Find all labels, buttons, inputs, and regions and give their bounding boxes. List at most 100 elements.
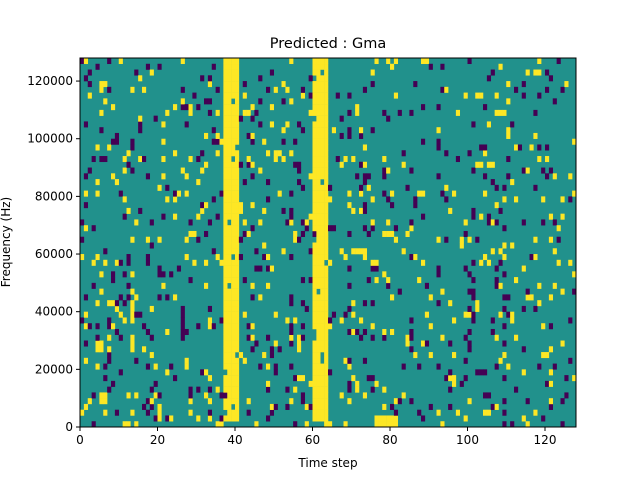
heatmap-cell-high	[572, 190, 577, 197]
heatmap-cell-high	[165, 109, 170, 116]
heatmap-cell-low	[83, 294, 89, 301]
heatmap-cell-low	[258, 363, 263, 370]
heatmap-cell-high	[231, 207, 236, 214]
heatmap-cell-low	[486, 392, 492, 399]
heatmap-cell-high	[231, 138, 236, 145]
heatmap-cell-low	[560, 86, 565, 93]
heatmap-cell-high	[266, 363, 271, 370]
heatmap-cell-low	[258, 75, 263, 82]
heatmap-cell-high	[312, 254, 317, 261]
heatmap-cell-high	[80, 409, 85, 416]
heatmap-cell-high	[130, 300, 135, 307]
heatmap-cell-low	[142, 323, 147, 330]
heatmap-cell-high	[320, 92, 325, 99]
heatmap-cell-high	[196, 415, 201, 422]
heatmap-cell-high	[467, 236, 472, 243]
heatmap-cell-high	[316, 92, 321, 99]
heatmap-cell-high	[281, 127, 286, 134]
heatmap-cell-low	[506, 294, 511, 301]
heatmap-cell-high	[235, 138, 240, 145]
heatmap-cell-high	[324, 75, 329, 82]
heatmap-cell-high	[312, 398, 317, 405]
heatmap-cell-low	[300, 184, 306, 191]
heatmap-cell-high	[525, 167, 530, 174]
heatmap-cell-low	[475, 236, 480, 243]
heatmap-cell-high	[320, 150, 325, 157]
heatmap-cell-high	[320, 311, 325, 318]
heatmap-cell-high	[320, 104, 325, 111]
chart-title: Predicted : Gma	[270, 36, 386, 52]
heatmap-cell-low	[390, 403, 395, 410]
heatmap-cell-low	[207, 109, 213, 116]
heatmap-cell-low	[556, 58, 561, 65]
heatmap-cell-high	[328, 323, 333, 330]
heatmap-cell-low	[289, 254, 294, 261]
heatmap-cell-low	[266, 334, 271, 341]
heatmap-cell-high	[227, 294, 232, 301]
heatmap-cell-high	[107, 346, 112, 353]
heatmap-cell-low	[207, 75, 213, 82]
heatmap-cell-high	[235, 317, 240, 324]
heatmap-cell-low	[169, 363, 174, 370]
heatmap-cell-high	[548, 346, 554, 353]
heatmap-cell-high	[556, 225, 561, 232]
heatmap-cell-high	[343, 254, 348, 261]
heatmap-cell-high	[316, 294, 321, 301]
heatmap-cell-low	[436, 173, 441, 180]
heatmap-cell-high	[227, 63, 232, 70]
heatmap-cell-low	[362, 173, 368, 180]
heatmap-cell-high	[343, 156, 348, 163]
heatmap-cell-low	[250, 294, 255, 301]
heatmap-cell-high	[393, 92, 399, 99]
heatmap-cell-high	[312, 104, 317, 111]
heatmap-cell-high	[374, 421, 379, 428]
heatmap-cell-high	[223, 386, 228, 393]
heatmap-cell-low	[409, 167, 414, 174]
heatmap-cell-high	[324, 334, 329, 341]
heatmap-cell-high	[227, 340, 232, 347]
heatmap-cell-high	[316, 225, 321, 232]
heatmap-cell-low	[471, 311, 476, 318]
heatmap-cell-high	[436, 409, 441, 416]
heatmap-cell-high	[312, 86, 317, 93]
heatmap-cell-high	[324, 202, 329, 209]
heatmap-cell-low	[467, 150, 472, 157]
heatmap-cell-high	[475, 305, 480, 312]
heatmap-cell-high	[548, 369, 554, 376]
heatmap-cell-low	[308, 403, 313, 410]
heatmap-cell-high	[223, 357, 228, 364]
heatmap-cell-high	[80, 254, 85, 261]
heatmap-cell-high	[498, 109, 503, 116]
heatmap-cell-high	[227, 230, 232, 237]
heatmap-cell-high	[320, 242, 325, 249]
heatmap-cell-low	[479, 144, 484, 151]
heatmap-cell-high	[266, 150, 271, 157]
heatmap-cell-high	[235, 98, 240, 105]
heatmap-cell-high	[548, 294, 554, 301]
heatmap-cell-low	[250, 346, 255, 353]
heatmap-cell-high	[537, 156, 542, 163]
heatmap-cell-low	[304, 305, 309, 312]
heatmap-cell-low	[107, 58, 112, 65]
heatmap-cell-high	[111, 104, 116, 111]
heatmap-cell-low	[483, 392, 488, 399]
heatmap-cell-low	[165, 415, 170, 422]
heatmap-cell-high	[548, 213, 554, 220]
heatmap-cell-high	[227, 127, 232, 134]
heatmap-cell-low	[355, 328, 360, 335]
heatmap-cell-low	[134, 69, 139, 76]
heatmap-cell-low	[289, 294, 294, 301]
heatmap-cell-high	[374, 259, 379, 266]
heatmap-cell-low	[467, 340, 472, 347]
heatmap-cell-low	[475, 369, 480, 376]
heatmap-cell-high	[157, 236, 162, 243]
heatmap-cell-high	[227, 323, 232, 330]
y-axis: 0 20000 40000 60000 80000 100000 120000	[27, 74, 80, 434]
heatmap-cell-low	[444, 196, 449, 203]
heatmap-cell-low	[80, 317, 85, 324]
heatmap-cell-high	[235, 369, 240, 376]
heatmap-cell-high	[506, 81, 511, 88]
heatmap-cell-high	[111, 300, 116, 307]
heatmap-cell-low	[328, 317, 333, 324]
heatmap-cell-high	[266, 380, 271, 387]
